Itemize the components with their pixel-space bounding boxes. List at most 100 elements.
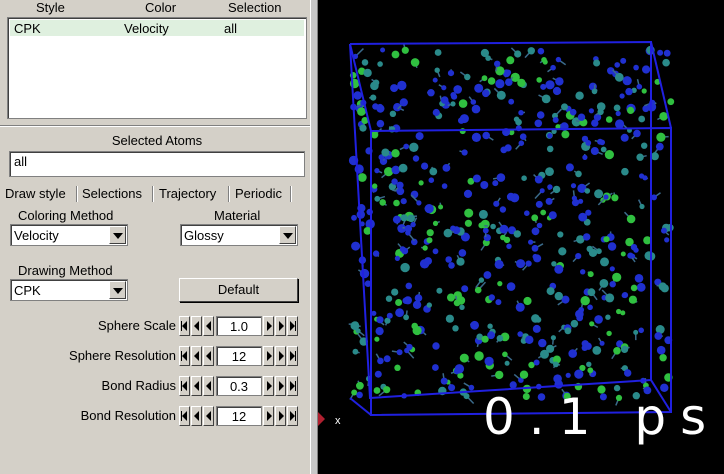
atom [494, 60, 501, 67]
drawing-method-value: CPK [14, 283, 41, 298]
atom [536, 222, 543, 229]
atom [490, 223, 496, 230]
representations-list[interactable]: CPK Velocity all [7, 17, 307, 119]
chevron-down-icon[interactable] [109, 281, 126, 299]
atom [376, 104, 385, 113]
representation-row[interactable]: CPK Velocity all [10, 20, 304, 36]
bond-radius-input[interactable]: 0.3 [216, 376, 262, 396]
atom [550, 64, 556, 71]
atom [513, 230, 521, 238]
atom [600, 146, 607, 153]
default-button[interactable]: Default [179, 278, 298, 302]
decrement-button[interactable] [203, 376, 214, 396]
bond-resolution-label: Bond Resolution [80, 408, 176, 423]
increment-fast-button-2[interactable] [287, 316, 298, 336]
increment-fast-button[interactable] [275, 316, 286, 336]
chevron-down-icon[interactable] [279, 226, 296, 244]
column-header-selection[interactable]: Selection [228, 0, 282, 15]
atom [609, 281, 616, 288]
decrement-fast-button[interactable] [179, 406, 190, 426]
atom [480, 181, 489, 189]
increment-fast-button-2[interactable] [287, 376, 298, 396]
tab-periodic[interactable]: Periodic [235, 186, 282, 201]
atom [350, 321, 360, 331]
decrement-fast-button[interactable] [179, 376, 190, 396]
increment-button[interactable] [263, 346, 274, 366]
atom [615, 394, 623, 401]
atom [453, 299, 461, 307]
atom [448, 262, 455, 269]
atom [612, 272, 622, 282]
decrement-fast-button-2[interactable] [191, 406, 202, 426]
decrement-fast-button-2[interactable] [191, 346, 202, 366]
atom [528, 361, 535, 369]
atom [361, 117, 369, 124]
atom [441, 183, 448, 189]
atom [379, 199, 386, 206]
atom [400, 198, 407, 205]
atom [576, 235, 585, 244]
atom [550, 335, 556, 341]
atom [474, 83, 484, 93]
bond-resolution-input[interactable]: 12 [216, 406, 262, 426]
tab-draw-style[interactable]: Draw style [5, 186, 66, 201]
increment-fast-button[interactable] [275, 376, 286, 396]
decrement-fast-button-2[interactable] [191, 316, 202, 336]
atom [487, 77, 496, 85]
atom [651, 194, 657, 201]
atom [569, 108, 577, 116]
atom [591, 88, 598, 95]
atom [605, 314, 611, 320]
atom [616, 308, 622, 315]
atom [656, 345, 666, 355]
atom [458, 99, 468, 108]
sphere-resolution-input[interactable]: 12 [216, 346, 262, 366]
atom [441, 85, 447, 91]
atom [638, 115, 646, 123]
increment-fast-button[interactable] [275, 346, 286, 366]
tab-selections[interactable]: Selections [82, 186, 142, 201]
atom [434, 49, 442, 56]
column-header-style[interactable]: Style [36, 0, 65, 15]
material-select[interactable]: Glossy [180, 224, 298, 246]
atom [522, 393, 530, 400]
atom [661, 227, 667, 234]
atom [426, 237, 433, 244]
drawing-method-select[interactable]: CPK [10, 279, 128, 301]
simulation-scene[interactable] [318, 0, 724, 474]
atom [432, 108, 440, 117]
atom [515, 302, 525, 312]
atom [400, 214, 408, 222]
atom [585, 209, 592, 216]
decrement-fast-button-2[interactable] [191, 376, 202, 396]
increment-button[interactable] [263, 406, 274, 426]
atom [373, 387, 381, 394]
molecule-viewer[interactable]: x 0.1 ps [318, 0, 724, 474]
atom [654, 332, 663, 340]
decrement-button[interactable] [203, 316, 214, 336]
selected-atoms-input[interactable]: all [9, 151, 305, 177]
atom [405, 282, 413, 290]
decrement-fast-button[interactable] [179, 316, 190, 336]
atom [519, 133, 527, 140]
decrement-button[interactable] [203, 346, 214, 366]
atom [410, 190, 419, 199]
column-header-color[interactable]: Color [145, 0, 177, 15]
increment-button[interactable] [263, 376, 274, 396]
atom [614, 62, 620, 68]
coloring-method-select[interactable]: Velocity [10, 224, 128, 246]
chevron-down-icon[interactable] [109, 226, 126, 244]
atom [495, 370, 504, 380]
sphere-scale-input[interactable]: 1.0 [216, 316, 262, 336]
panel-splitter[interactable] [310, 0, 318, 474]
decrement-fast-button[interactable] [179, 346, 190, 366]
increment-button[interactable] [263, 316, 274, 336]
atom [457, 372, 464, 379]
increment-fast-button-2[interactable] [287, 346, 298, 366]
atom [565, 372, 571, 378]
decrement-button[interactable] [203, 406, 214, 426]
increment-fast-button-2[interactable] [287, 406, 298, 426]
tab-trajectory[interactable]: Trajectory [159, 186, 217, 201]
atom [518, 377, 524, 383]
increment-fast-button[interactable] [275, 406, 286, 426]
